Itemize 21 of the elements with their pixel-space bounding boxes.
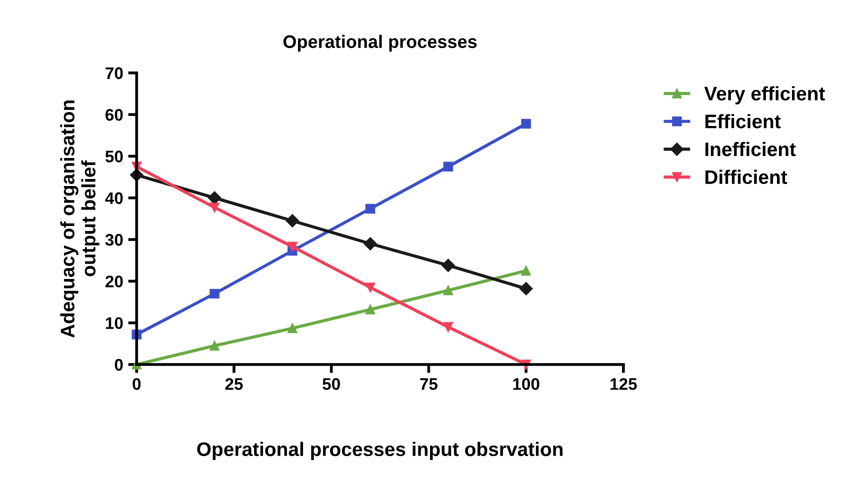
- legend-label: Inefficient: [705, 142, 796, 156]
- y-tick-label: 20: [105, 276, 123, 288]
- x-tick-label: 25: [225, 378, 243, 390]
- y-tick-label: 70: [106, 67, 123, 80]
- x-axis-title: Operational processes input obsrvation: [197, 442, 563, 460]
- x-tick-label: 125: [610, 378, 637, 390]
- legend-label: Very efficient: [704, 86, 825, 104]
- y-tick-label: 40: [105, 192, 123, 204]
- y-tick-label: 10: [106, 317, 123, 330]
- chart-title: Operational processes: [283, 34, 477, 52]
- x-tick-label: 100: [513, 378, 540, 390]
- x-tick-label: 75: [420, 378, 438, 390]
- y-tick-label: 30: [105, 234, 123, 246]
- x-tick-label: 50: [322, 378, 340, 390]
- y-tick-label: 60: [106, 108, 123, 121]
- legend-label: Efficient: [705, 114, 781, 128]
- x-tick-label: 0: [132, 378, 141, 390]
- y-axis-title: Adequacy of organisation output belief: [60, 100, 100, 338]
- y-tick-label: 0: [114, 358, 123, 371]
- legend-label: Difficient: [705, 170, 788, 184]
- y-tick-label: 50: [105, 150, 123, 162]
